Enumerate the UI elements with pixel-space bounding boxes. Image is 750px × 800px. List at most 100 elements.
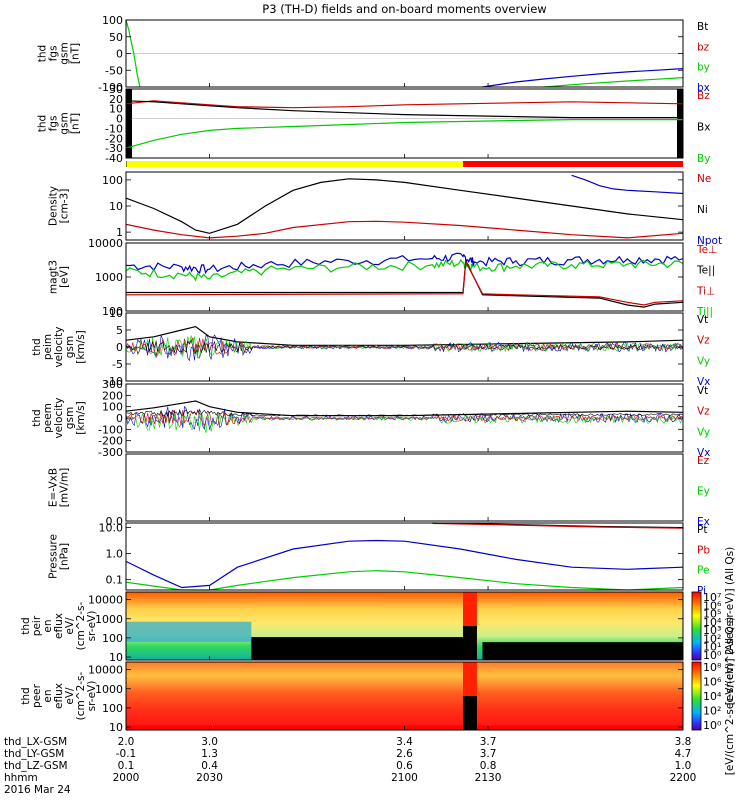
y-tick-label: 0: [116, 113, 123, 126]
ephemeris-value: 3.4: [396, 736, 413, 748]
legend-Ni: Ni: [697, 204, 708, 216]
y-axis-label: peer: [31, 683, 43, 708]
series-line-Te⊥: [125, 259, 684, 306]
y-tick-label: 100: [102, 702, 123, 715]
ephemeris-value: 3.8: [675, 736, 692, 748]
y-axis-label: [cm-3]: [59, 189, 71, 224]
panel-pressure: 10.0 1.0 0.1 Pressure [nPa] Pt Pb Pe Pi: [48, 522, 711, 597]
y-tick-label: 1000: [95, 613, 123, 626]
colorbar-tick-label: 10⁴: [703, 690, 722, 703]
series-line-Vt: [125, 325, 684, 346]
ephemeris-value: 0.8: [480, 760, 497, 772]
panel-frame: [125, 88, 684, 159]
y-tick-label: 1.0: [106, 548, 124, 561]
y-tick-label: -50: [105, 64, 123, 77]
mode-segment-0: [126, 161, 463, 167]
y-tick-label: -10: [105, 375, 123, 388]
y-tick-label: -100: [98, 81, 123, 94]
y-tick-label: 100: [102, 174, 123, 187]
ephemeris-value: 2.0: [118, 736, 135, 748]
y-tick-label: 10.0: [99, 522, 124, 535]
spectrogram-gap-black: [462, 696, 477, 730]
ephemeris-row-label: hhmm: [4, 772, 38, 784]
series-line-by2: [543, 77, 684, 88]
legend-Ez: Ez: [697, 455, 710, 467]
y-axis-label: velocity: [53, 326, 65, 367]
y-axis-label: magt3: [48, 260, 60, 294]
velocity-noise-trace: [125, 337, 683, 356]
colorbar-label: [eV/(cm^2-sec-sr-eV)] (All Qs): [724, 547, 736, 706]
ephemeris-row-label: thd_LX-GSM: [4, 736, 67, 748]
series-line-Bz: [125, 100, 684, 109]
legend-By: By: [697, 153, 710, 165]
ephemeris-value: 2000: [113, 772, 140, 784]
colorbar-label: [eV/(cm^2-sec-sr-eV)] (All Qs): [724, 617, 736, 776]
colorbar-tick-label: 10⁵: [703, 608, 721, 621]
panel-peim-velocity: 10 5 0 -5 -10 thd peim velocity gsm [km/s] Vt Vz Vy V…: [31, 307, 710, 388]
legend-Ey: Ey: [697, 486, 710, 498]
y-axis-label: en: [42, 619, 54, 632]
colorbar-tick-label: 10²: [703, 632, 721, 645]
y-axis-label: (cm^2-s-: [75, 601, 87, 650]
y-tick-label: -300: [98, 446, 123, 459]
colorbar-peir-en-eflux: [691, 591, 702, 661]
ephemeris-value: 2.6: [396, 748, 413, 760]
y-axis-label: fgs: [48, 46, 60, 62]
legend-Ne: Ne: [697, 173, 711, 185]
y-tick-label: 0.1: [106, 574, 124, 587]
ephemeris-value: -0.1: [116, 748, 137, 760]
y-axis-label: gsm: [64, 407, 76, 429]
y-axis-label: gsm: [64, 336, 76, 358]
velocity-noise-trace: [125, 339, 683, 354]
y-axis-label: [eV]: [59, 266, 71, 288]
y-tick-label: -200: [98, 435, 123, 448]
y-axis-label: sr-eV): [86, 681, 98, 712]
y-tick-label: 5: [116, 324, 123, 337]
series-line-Bx: [125, 100, 683, 119]
legend-Bz: Bz: [697, 90, 710, 102]
y-axis-label: [km/s]: [75, 401, 87, 435]
y-axis-label: thd: [31, 409, 43, 426]
y-axis-label: fgs: [48, 116, 60, 132]
spectrogram-low-count-region: [251, 637, 463, 660]
y-tick-label: 0: [116, 341, 123, 354]
y-tick-label: 10000: [88, 664, 123, 677]
y-tick-label: 10: [109, 651, 123, 664]
y-tick-label: -5: [112, 358, 123, 371]
ephemeris-value: 2200: [670, 772, 697, 784]
y-axis-label: [mV/m]: [59, 468, 71, 507]
y-tick-label: 50: [109, 31, 123, 44]
legend-Vt: Vt: [697, 385, 708, 397]
y-tick-label: 0: [116, 48, 123, 61]
mode-segment-1: [462, 161, 683, 167]
legend-Pb: Pb: [697, 544, 710, 556]
colorbar-peer-en-eflux: [691, 661, 702, 731]
y-tick-label: -30: [105, 142, 123, 155]
y-tick-label: 20: [109, 93, 123, 106]
ephemeris-value: 0.1: [118, 760, 135, 772]
legend-Bt: Bt: [697, 21, 708, 33]
y-tick-label: 10000: [88, 594, 123, 607]
y-axis-label: Pressure: [48, 534, 60, 579]
legend-Vy: Vy: [697, 355, 710, 367]
y-axis-label: en: [42, 689, 54, 702]
data-gap-right: [677, 89, 683, 158]
colorbar-tick-label: 10³: [703, 624, 721, 637]
legend-Vt: Vt: [697, 314, 708, 326]
panel-frame: [125, 522, 684, 591]
data-gap-left: [126, 89, 132, 158]
plot-title: P3 (TH-D) fields and on-board moments ov…: [262, 2, 546, 16]
y-axis-label: thd: [20, 617, 32, 634]
legend-Npot: Npot: [697, 235, 722, 247]
legend-by: by: [697, 62, 710, 74]
panel-mode-bar: [126, 161, 683, 167]
legend-Vz: Vz: [697, 335, 710, 347]
y-axis-label: gsm: [59, 42, 71, 64]
series-line-Ne: [125, 220, 684, 239]
y-axis-label: peim: [42, 334, 54, 360]
y-tick-label: 1: [116, 226, 123, 239]
legend-Vx: Vx: [697, 447, 710, 459]
y-axis-label: thd: [20, 687, 32, 704]
plot-date: 2016 Mar 24: [4, 784, 71, 796]
